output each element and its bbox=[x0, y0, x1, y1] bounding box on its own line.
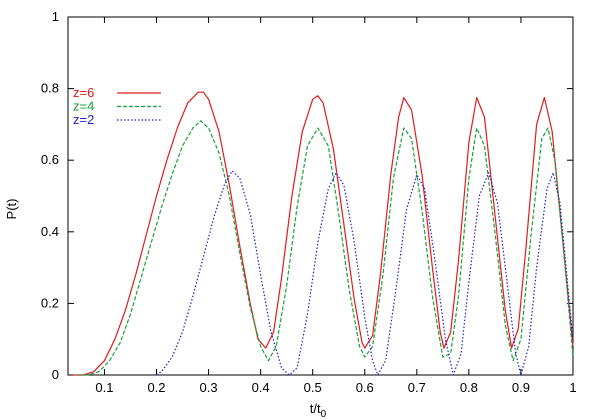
x-tick-label: 1 bbox=[569, 380, 576, 395]
x-axis-label: t/t0 bbox=[310, 401, 327, 420]
legend: z=6z=4z=2 bbox=[73, 85, 161, 127]
series-line-z2 bbox=[156, 170, 574, 376]
x-tick-label: 0.6 bbox=[356, 380, 374, 395]
y-tick-label: 0.8 bbox=[41, 81, 59, 96]
x-tick-label: 0.9 bbox=[512, 380, 530, 395]
legend-label: z=4 bbox=[73, 99, 94, 114]
legend-label: z=6 bbox=[73, 85, 94, 100]
plot-series bbox=[73, 91, 574, 376]
y-tick-label: 0.2 bbox=[41, 295, 59, 310]
x-tick-label: 0.5 bbox=[304, 380, 322, 395]
y-tick-label: 0.6 bbox=[41, 152, 59, 167]
legend-label: z=2 bbox=[73, 112, 94, 127]
plot-axes: 0.1 0.2 0.3 0.4 0.5 0.6 0.7 0.8 0.9 1 0 0.2 0.4 0.6 0.… bbox=[41, 9, 577, 395]
x-tick-label: 0.1 bbox=[95, 380, 113, 395]
y-tick-label: 1 bbox=[52, 9, 59, 24]
x-tick-label: 0.8 bbox=[460, 380, 478, 395]
x-tick-label: 0.4 bbox=[252, 380, 270, 395]
y-tick-label: 0.4 bbox=[41, 224, 59, 239]
y-axis-label: P(t) bbox=[4, 199, 19, 220]
x-axis-label-sub: 0 bbox=[321, 409, 327, 420]
y-tick-label: 0 bbox=[52, 367, 59, 382]
x-tick-label: 0.3 bbox=[200, 380, 218, 395]
x-axis-label-main: t/t bbox=[310, 401, 321, 416]
x-tick-label: 0.2 bbox=[147, 380, 165, 395]
x-tick-label: 0.7 bbox=[408, 380, 426, 395]
series-line-z6 bbox=[73, 91, 574, 376]
series-line-z4 bbox=[78, 120, 574, 376]
plot-frame bbox=[67, 16, 574, 376]
